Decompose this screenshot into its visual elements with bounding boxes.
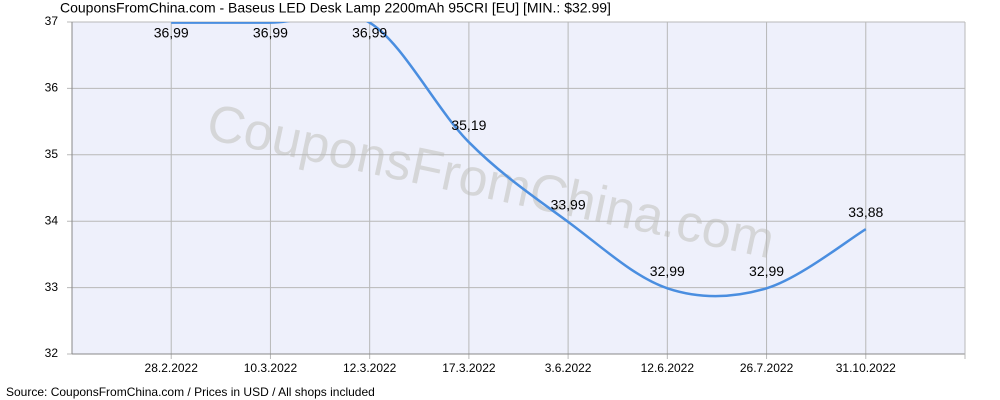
x-tick-label: 26.7.2022 (740, 361, 794, 375)
data-label: 33,99 (551, 197, 586, 213)
x-tick-label: 31.10.2022 (836, 361, 896, 375)
y-tick-label: 33 (45, 280, 59, 294)
y-tick-label: 32 (45, 346, 59, 360)
x-tick-label: 28.2.2022 (145, 361, 199, 375)
data-label: 33,88 (848, 204, 883, 220)
plot-area (72, 22, 965, 354)
data-label: 36,99 (154, 24, 189, 40)
x-tick-label: 12.6.2022 (641, 361, 695, 375)
chart-title: CouponsFromChina.com - Baseus LED Desk L… (60, 0, 611, 16)
y-tick-label: 37 (45, 14, 59, 28)
y-tick-label: 36 (45, 81, 59, 95)
data-label: 32,99 (749, 263, 784, 279)
data-label: 32,99 (650, 263, 685, 279)
x-tick-label: 12.3.2022 (343, 361, 397, 375)
data-label: 36,99 (253, 24, 288, 40)
source-note: Source: CouponsFromChina.com / Prices in… (6, 385, 375, 399)
x-tick-label: 3.6.2022 (545, 361, 592, 375)
data-label: 36,99 (352, 24, 387, 40)
price-line (171, 22, 867, 298)
data-label: 35,19 (451, 117, 486, 133)
y-tick-label: 34 (45, 213, 59, 227)
y-tick-label: 35 (45, 147, 59, 161)
x-tick-label: 17.3.2022 (442, 361, 496, 375)
x-tick-label: 10.3.2022 (244, 361, 298, 375)
